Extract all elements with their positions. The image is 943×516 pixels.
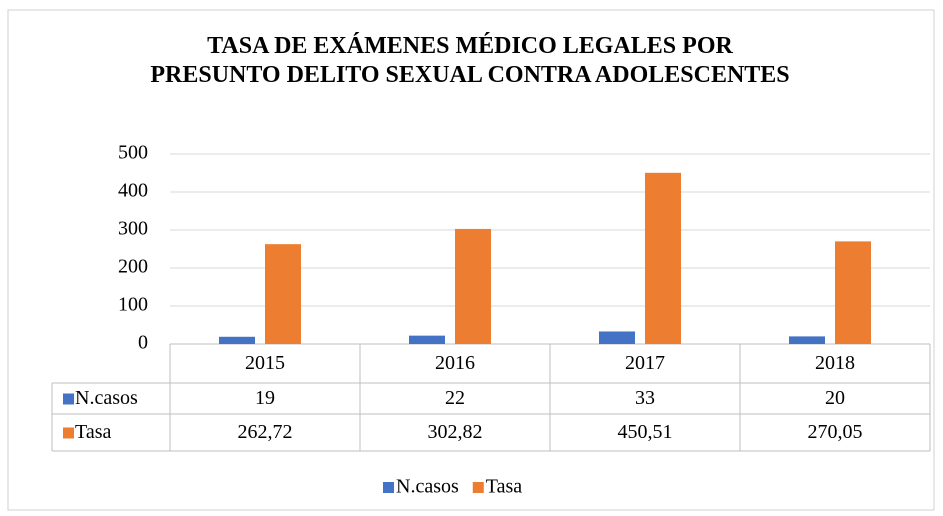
bar [789,336,825,344]
x-tick-label: 2018 [815,352,855,374]
legend-label: N.casos [396,476,459,498]
y-tick-label: 500 [118,142,148,164]
table-cell: 270,05 [808,421,863,443]
y-tick-label: 100 [118,294,148,316]
y-tick-label: 400 [118,180,148,202]
bar [599,331,635,344]
table-cell: 262,72 [238,421,293,443]
y-tick-label: 200 [118,256,148,278]
y-tick-label: 0 [138,332,148,354]
bar [455,228,491,344]
legend-key [472,482,484,493]
table-cell: 33 [635,387,655,409]
chart-border [7,9,935,511]
y-tick-label: 300 [118,218,148,240]
bar [219,336,255,344]
table-legend-key [63,393,74,405]
legend-key [383,482,394,493]
bar [835,241,871,344]
table-cell: 22 [445,387,465,409]
table-row-label: Tasa [75,421,111,443]
table-cell: 450,51 [618,421,673,443]
x-tick-label: 2016 [435,352,475,374]
bar [409,335,445,344]
chart-title: TASA DE EXÁMENES MÉDICO LEGALES POR PRES… [150,33,790,88]
table-cell: 19 [255,387,275,409]
x-tick-label: 2015 [245,352,285,374]
table-cell: 20 [825,387,845,409]
table-cell: 302,82 [428,421,483,443]
bar [265,244,301,344]
legend-label: Tasa [486,476,522,498]
table-legend-key [63,427,74,439]
x-tick-label: 2017 [625,352,665,374]
table-row-label: N.casos [75,387,138,409]
bar [645,172,681,344]
